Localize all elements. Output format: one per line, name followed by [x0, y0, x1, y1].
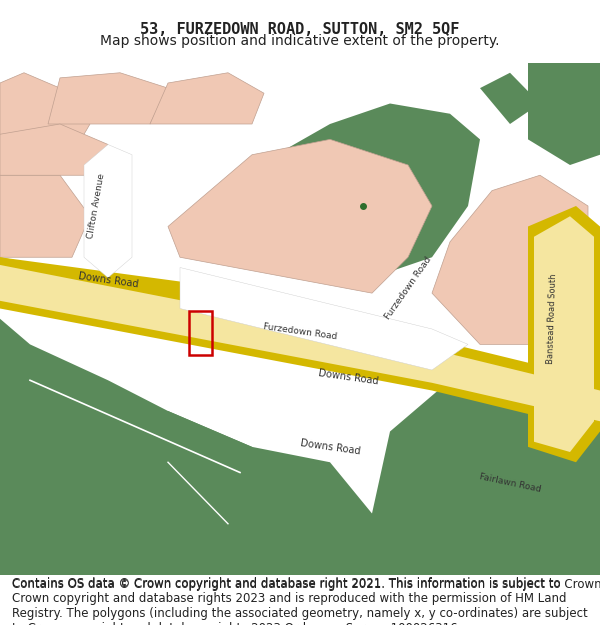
- Polygon shape: [534, 216, 594, 452]
- Bar: [189, 311, 212, 354]
- Polygon shape: [480, 72, 540, 124]
- Polygon shape: [150, 72, 264, 124]
- Text: Downs Road: Downs Road: [299, 438, 361, 456]
- Text: Furzedown Road: Furzedown Road: [263, 322, 337, 341]
- Text: Contains OS data © Crown copyright and database right 2021. This information is : Contains OS data © Crown copyright and d…: [12, 578, 600, 591]
- Polygon shape: [168, 139, 432, 293]
- Text: Map shows position and indicative extent of the property.: Map shows position and indicative extent…: [100, 34, 500, 48]
- Polygon shape: [0, 72, 90, 155]
- Polygon shape: [528, 206, 600, 462]
- Text: Banstead Road South: Banstead Road South: [546, 273, 558, 364]
- Polygon shape: [84, 144, 132, 278]
- Polygon shape: [0, 265, 600, 421]
- Text: Fairlawn Road: Fairlawn Road: [478, 472, 542, 494]
- Text: 53, FURZEDOWN ROAD, SUTTON, SM2 5QF: 53, FURZEDOWN ROAD, SUTTON, SM2 5QF: [140, 22, 460, 37]
- Polygon shape: [528, 62, 600, 165]
- Polygon shape: [0, 258, 600, 431]
- Polygon shape: [0, 258, 252, 319]
- Polygon shape: [0, 124, 108, 175]
- Text: Downs Road: Downs Road: [317, 369, 379, 387]
- Text: Downs Road: Downs Road: [77, 271, 139, 289]
- Polygon shape: [0, 175, 90, 258]
- Text: Furzedown Road: Furzedown Road: [383, 255, 433, 321]
- Polygon shape: [252, 104, 480, 278]
- Text: Contains OS data © Crown copyright and database right 2021. This information is : Contains OS data © Crown copyright and d…: [12, 577, 588, 625]
- Polygon shape: [180, 268, 468, 370]
- Polygon shape: [330, 360, 600, 575]
- Polygon shape: [432, 175, 588, 344]
- Polygon shape: [48, 72, 168, 124]
- Polygon shape: [0, 319, 330, 575]
- Polygon shape: [132, 411, 390, 575]
- Text: Clifton Avenue: Clifton Avenue: [86, 173, 106, 239]
